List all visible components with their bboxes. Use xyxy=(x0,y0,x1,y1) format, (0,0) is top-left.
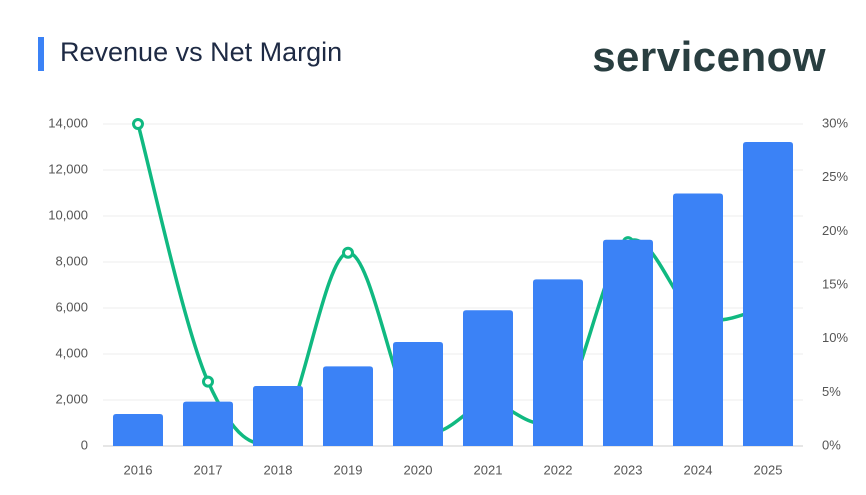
bar xyxy=(463,310,513,446)
x-tick-label: 2019 xyxy=(334,462,363,477)
bar xyxy=(533,279,583,446)
x-tick-label: 2017 xyxy=(194,462,223,477)
y-tick-label: 14,000 xyxy=(48,115,88,130)
x-tick-label: 2024 xyxy=(684,462,713,477)
bar xyxy=(113,414,163,446)
y2-tick-label: 10% xyxy=(822,330,848,345)
y-tick-label: 12,000 xyxy=(48,161,88,176)
x-tick-label: 2023 xyxy=(614,462,643,477)
y-tick-label: 4,000 xyxy=(55,345,88,360)
y2-tick-label: 25% xyxy=(822,169,848,184)
y-tick-label: 8,000 xyxy=(55,253,88,268)
x-tick-label: 2025 xyxy=(754,462,783,477)
x-tick-label: 2016 xyxy=(124,462,153,477)
x-tick-label: 2020 xyxy=(404,462,433,477)
y2-tick-label: 30% xyxy=(822,115,848,130)
brand-logo: servicenow xyxy=(592,33,826,80)
margin-point xyxy=(132,118,144,130)
chart-title: Revenue vs Net Margin xyxy=(60,37,342,67)
y2-tick-label: 0% xyxy=(822,437,841,452)
y-tick-label: 6,000 xyxy=(55,299,88,314)
y-tick-label: 0 xyxy=(81,437,88,452)
bar xyxy=(673,193,723,446)
bar xyxy=(323,366,373,446)
bar xyxy=(393,342,443,446)
margin-point xyxy=(342,246,354,259)
y-tick-label: 2,000 xyxy=(55,391,88,406)
bar xyxy=(603,239,653,446)
x-tick-label: 2022 xyxy=(544,462,573,477)
margin-point xyxy=(202,375,214,388)
bar xyxy=(743,141,793,446)
y2-tick-label: 15% xyxy=(822,276,848,291)
y2-tick-label: 20% xyxy=(822,223,848,238)
x-tick-label: 2021 xyxy=(474,462,503,477)
y2-tick-label: 5% xyxy=(822,384,841,399)
bar xyxy=(183,401,233,446)
bar xyxy=(253,385,303,446)
x-tick-label: 2018 xyxy=(264,462,293,477)
y-tick-label: 10,000 xyxy=(48,207,88,222)
title-accent xyxy=(38,37,44,71)
